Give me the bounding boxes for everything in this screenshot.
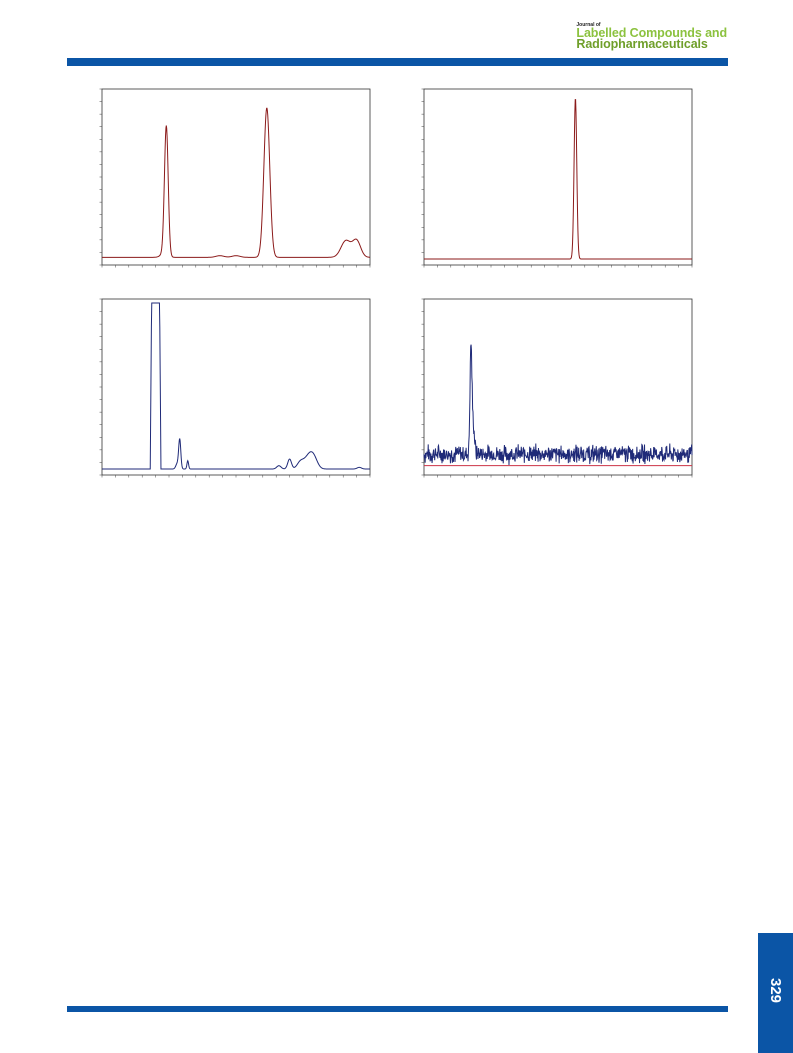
series-line-0 [102, 107, 371, 258]
chromatogram-uv-reaction [92, 87, 380, 277]
series-line-0 [423, 344, 693, 466]
series-line-0 [102, 302, 370, 470]
chart-svg [99, 298, 371, 478]
journal-title-line2: Radiopharmaceuticals [576, 37, 708, 51]
plot-frame [423, 298, 693, 476]
chromatogram-radio-product [414, 297, 702, 487]
journal-of-label: Journal of [576, 22, 601, 28]
page-number: 329 [767, 968, 785, 1012]
page-number-text: 329 [767, 977, 785, 1003]
journal-brand: Journal of Labelled Compounds and Radiop… [576, 22, 727, 50]
series-line-0 [424, 99, 692, 260]
plot-frame [101, 88, 371, 266]
chart-svg [99, 88, 371, 268]
chart-svg [421, 298, 693, 478]
footer-rule [67, 1006, 728, 1012]
plot-frame [423, 88, 693, 266]
page-number-tab [758, 933, 793, 1053]
chromatogram-uv-reference [414, 87, 702, 277]
chromatogram-radio-reaction [92, 297, 380, 487]
journal-title-line1: Labelled Compounds and [576, 26, 727, 40]
chart-svg [421, 88, 693, 268]
plot-frame [101, 298, 371, 476]
header-rule [67, 58, 728, 66]
